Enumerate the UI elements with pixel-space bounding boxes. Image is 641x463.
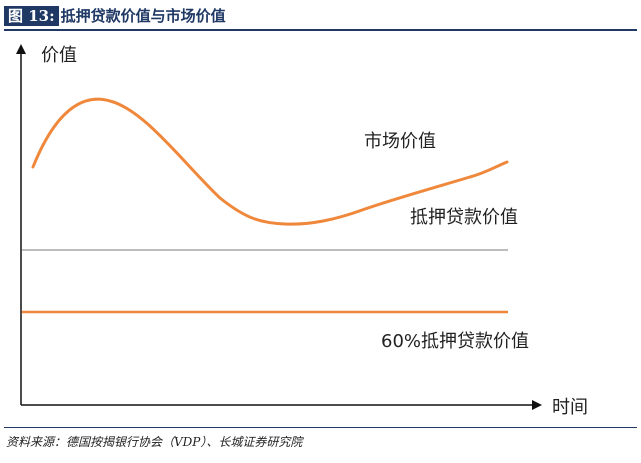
figure-header: 图 13: 抵押贷款价值与市场价值 (4, 5, 226, 27)
market-value-label: 市场价值 (364, 131, 436, 152)
x-axis-label: 时间 (552, 397, 588, 418)
figure-number: 图 13: (4, 6, 59, 26)
mortgage-value-label: 抵押贷款价值 (410, 207, 518, 228)
sixty-percent-value-label: 60%抵押贷款价值 (381, 331, 529, 352)
footer-rule (4, 427, 637, 428)
y-axis-label: 价值 (41, 45, 77, 66)
market-value-curve (31, 97, 509, 226)
source-note: 资料来源：德国按揭银行协会（VDP）、长城证券研究院 (6, 435, 303, 449)
figure-title: 抵押贷款价值与市场价值 (60, 7, 226, 25)
header-rule (4, 29, 637, 31)
